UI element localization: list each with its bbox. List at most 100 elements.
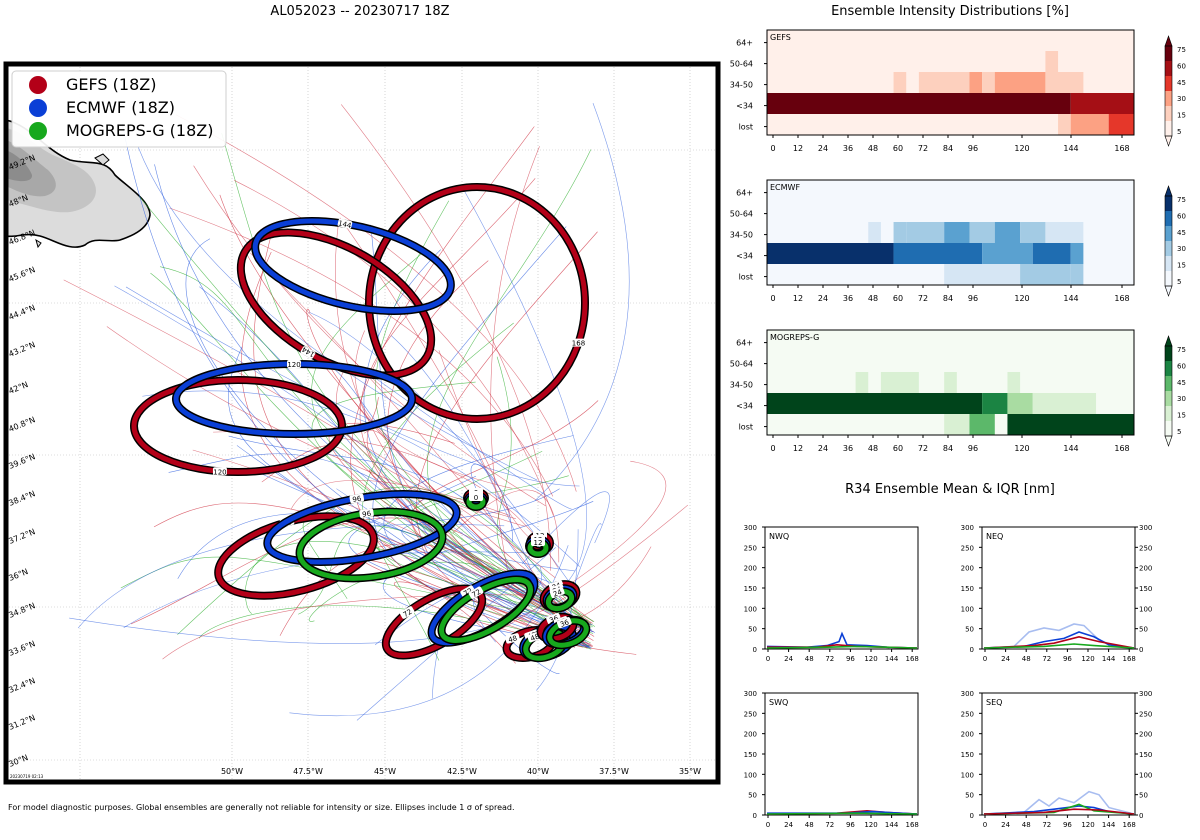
heatmap-y-label: 50-64 xyxy=(730,60,753,69)
intensity-title: Ensemble Intensity Distributions [%] xyxy=(831,4,1069,19)
r34-x-label: 48 xyxy=(1022,655,1031,663)
mogreps-ellipse: 24 xyxy=(544,586,576,613)
colorbar-label: 45 xyxy=(1177,379,1186,387)
ellipse-hour-label: 36 xyxy=(548,614,560,625)
ensemble-track xyxy=(244,541,585,630)
longitude-label: 45°W xyxy=(374,767,396,776)
uncertainty-ellipses: 1681441441201209696967272724848483636362… xyxy=(130,183,591,663)
heatmap-cell xyxy=(1045,72,1084,93)
heatmap-cell xyxy=(1058,114,1071,135)
r34-x-label: 168 xyxy=(906,655,919,663)
ensemble-track xyxy=(123,551,533,629)
heatmap-x-label: 120 xyxy=(1014,444,1029,453)
heatmap-x-label: 0 xyxy=(770,294,775,303)
r34-x-label: 24 xyxy=(784,821,793,829)
r34-quadrant-label: NEQ xyxy=(986,532,1003,541)
ellipse-label-box xyxy=(287,360,301,368)
r34-x-label: 48 xyxy=(1022,821,1031,829)
heatmap-cell xyxy=(1032,243,1071,264)
ensemble-track xyxy=(168,453,577,622)
heatmap-cell xyxy=(1070,264,1084,285)
heatmap-cell xyxy=(982,393,1008,414)
longitude-label: 37.5°W xyxy=(599,767,629,776)
ellipse-hour-label: 36 xyxy=(559,618,571,629)
ellipse-hour-label: 72 xyxy=(402,608,414,619)
heatmap-model-label: MOGREPS-G xyxy=(770,333,819,342)
ensemble-track xyxy=(234,180,554,516)
r34-y-label: 250 xyxy=(1139,544,1152,552)
legend-gefs: GEFS (18Z) xyxy=(66,75,156,94)
ellipse-label-box xyxy=(349,493,365,504)
heatmap-cell xyxy=(1007,393,1033,414)
r34-series-line xyxy=(983,808,1135,815)
longitude-label: 40°W xyxy=(527,767,549,776)
ellipse-label-box xyxy=(556,617,572,629)
ensemble-track xyxy=(250,252,557,604)
heatmap-cell xyxy=(944,414,970,435)
heatmap-x-label: 72 xyxy=(918,444,928,453)
r34-x-label: 24 xyxy=(784,655,793,663)
r34-y-label: 150 xyxy=(961,585,974,593)
heatmap-cell xyxy=(880,372,919,393)
heatmap-y-label: 50-64 xyxy=(730,360,753,369)
ensemble-track xyxy=(328,422,594,641)
colorbar-label: 5 xyxy=(1177,428,1181,436)
r34-y-label: 0 xyxy=(753,812,757,820)
ensemble-track xyxy=(121,123,584,630)
mogreps-ellipse: 72 xyxy=(437,575,535,645)
r34-x-label: 72 xyxy=(825,821,834,829)
colorbar-label: 60 xyxy=(1177,62,1186,70)
r34-y-label: 300 xyxy=(1139,690,1152,698)
ensemble-track xyxy=(556,523,602,638)
ensemble-track xyxy=(521,491,610,564)
r34-x-label: 72 xyxy=(1042,821,1051,829)
ensemble-track xyxy=(340,104,551,571)
ellipse-band xyxy=(366,184,588,422)
r34-y-label: 200 xyxy=(744,565,757,573)
r34-y-label: 150 xyxy=(961,751,974,759)
colorbar-frame xyxy=(1164,195,1173,287)
heatmap-cell xyxy=(1007,414,1134,435)
r34-y-label: 50 xyxy=(1139,792,1148,800)
track-map[interactable]: 1681441441201209696967272724848483636362… xyxy=(0,0,725,790)
ensemble-track xyxy=(362,322,587,636)
heatmap-x-label: 96 xyxy=(968,144,978,153)
map-legend: GEFS (18Z) ECMWF (18Z) MOGREPS-G (18Z) xyxy=(11,70,227,148)
mogreps-ellipse: 12 xyxy=(526,538,550,558)
heatmap-y-label: lost xyxy=(739,123,753,132)
ellipse-hour-label: 72 xyxy=(471,588,483,599)
r34-x-label: 168 xyxy=(1123,821,1136,829)
heatmap-y-label: 64+ xyxy=(736,39,753,48)
ellipse-hour-label: 12 xyxy=(534,539,543,547)
ensemble-track xyxy=(228,435,581,627)
r34-y-label: 150 xyxy=(744,585,757,593)
ellipse-hour-label: 144 xyxy=(337,219,352,230)
colorbar-arrow xyxy=(1164,335,1173,347)
ellipse-hour-label: 120 xyxy=(213,468,226,476)
ensemble-track xyxy=(169,207,554,497)
colorbar-label: 45 xyxy=(1177,79,1186,87)
colorbar-frame xyxy=(1164,45,1173,137)
r34-x-label: 144 xyxy=(1102,821,1116,829)
longitude-label: 50°W xyxy=(221,767,243,776)
heatmap-x-label: 168 xyxy=(1114,294,1129,303)
gefs-ellipse: 168 xyxy=(365,183,589,423)
heatmap-x-label: 168 xyxy=(1114,444,1129,453)
heatmap-frame xyxy=(766,179,1135,286)
r34-y-label: 0 xyxy=(753,646,757,654)
r34-y-label: 250 xyxy=(744,544,757,552)
ensemble-track xyxy=(549,460,667,599)
r34-y-label: 50 xyxy=(965,626,974,634)
r34-quadrant-label: SEQ xyxy=(986,698,1002,707)
colorbar-label: 60 xyxy=(1177,212,1186,220)
r34-y-label: 150 xyxy=(1139,751,1152,759)
r34-x-label: 72 xyxy=(1042,655,1051,663)
r34-y-label: 0 xyxy=(1139,812,1143,820)
heatmap-x-label: 120 xyxy=(1014,144,1029,153)
ellipse-band xyxy=(252,218,454,314)
heatmap-cell xyxy=(1108,114,1134,135)
heatmap-cell xyxy=(1020,264,1071,285)
ellipse-label-box xyxy=(469,493,483,501)
colorbar-segment xyxy=(1165,61,1172,76)
heatmap-x-label: 72 xyxy=(918,294,928,303)
